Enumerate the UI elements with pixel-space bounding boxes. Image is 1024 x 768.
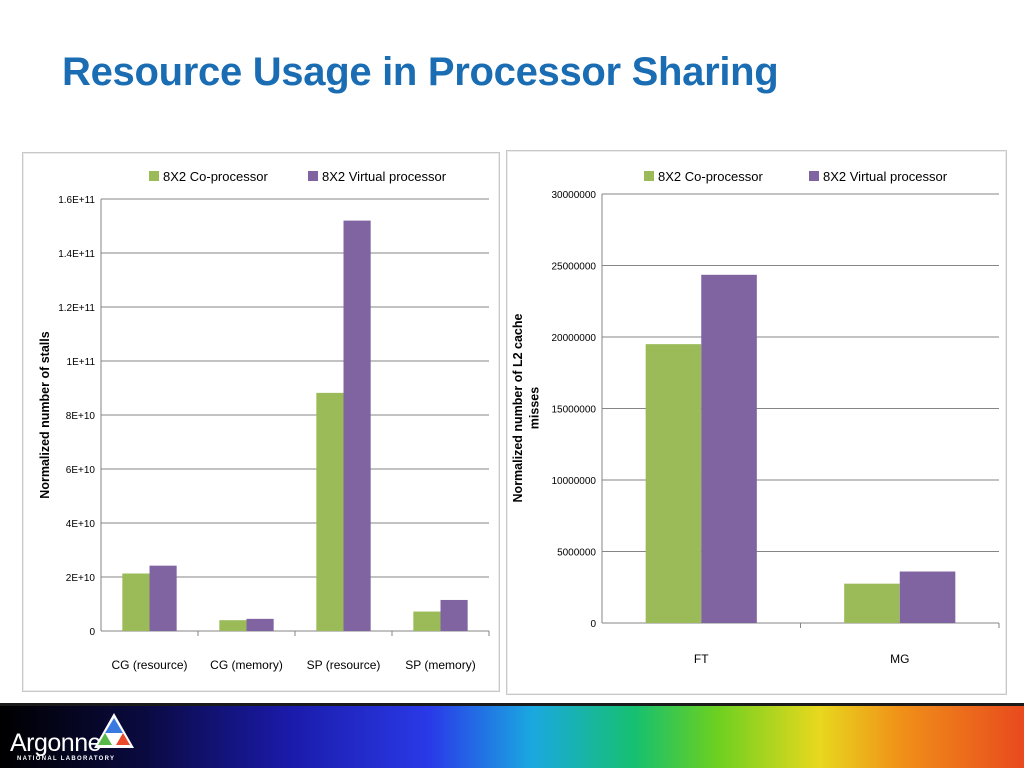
bar-8x2-co-processor-sp-memory xyxy=(413,611,441,631)
bar-8x2-co-processor-sp-resource xyxy=(316,392,344,631)
legend-label: 8X2 Virtual processor xyxy=(322,169,447,184)
bar-8x2-co-processor-cg-memory xyxy=(219,620,247,631)
argonne-logo-subtext: NATIONAL LABORATORY xyxy=(17,756,116,762)
legend-swatch-8x2-virtual-processor xyxy=(308,171,318,181)
bar-8x2-virtual-processor-sp-resource xyxy=(343,220,371,631)
bar-8x2-virtual-processor-cg-resource xyxy=(149,565,177,631)
argonne-triangle-logo-icon xyxy=(94,713,134,748)
bar-8x2-virtual-processor-sp-memory xyxy=(440,599,468,631)
slide-title: Resource Usage in Processor Sharing xyxy=(62,50,779,94)
y-tick-label: 1.6E+11 xyxy=(58,195,95,206)
bar-8x2-virtual-processor-cg-memory xyxy=(246,618,274,631)
y-tick-label: 15000000 xyxy=(552,405,597,416)
bar-8x2-virtual-processor-ft xyxy=(701,274,757,623)
y-tick-label: 5000000 xyxy=(557,548,596,559)
y-tick-label: 0 xyxy=(590,619,596,630)
x-category-label: CG (resource) xyxy=(111,658,187,672)
l2-cache-misses-chart: 0 5000000 10000000 15000000 20000000 25000000… xyxy=(511,169,1000,666)
y-tick-label: 2E+10 xyxy=(66,573,96,584)
y-tick-label: 1.2E+11 xyxy=(58,303,95,314)
stalls-chart: 0 2E+10 4E+10 6E+10 8E+10 1E+11 1.2E+11 1.4E+11… xyxy=(38,169,490,672)
l2-cache-chart-panel: 0 5000000 10000000 15000000 20000000 25000000… xyxy=(506,150,1007,695)
x-category-label: FT xyxy=(694,652,709,666)
y-axis-title: Normalized number of L2 cache xyxy=(511,313,525,502)
y-tick-label: 1.4E+11 xyxy=(58,249,95,260)
y-tick-label: 6E+10 xyxy=(66,465,96,476)
legend-swatch-8x2-virtual-processor xyxy=(809,171,819,181)
stalls-chart-panel: 0 2E+10 4E+10 6E+10 8E+10 1E+11 1.2E+11 1.4E+11… xyxy=(22,152,500,692)
legend-label: 8X2 Virtual processor xyxy=(823,169,948,184)
footer-divider xyxy=(0,703,1024,706)
argonne-logo-text: Argonne xyxy=(10,729,102,757)
legend-label: 8X2 Co-processor xyxy=(163,169,268,184)
legend-swatch-8x2-co-processor xyxy=(149,171,159,181)
legend-label: 8X2 Co-processor xyxy=(658,169,763,184)
y-tick-label: 30000000 xyxy=(552,190,597,201)
bar-8x2-virtual-processor-mg xyxy=(899,571,956,623)
y-axis-title: misses xyxy=(528,387,542,429)
x-category-label: CG (memory) xyxy=(210,658,283,672)
legend-swatch-8x2-co-processor xyxy=(644,171,654,181)
y-tick-label: 20000000 xyxy=(552,333,597,344)
y-tick-label: 1E+11 xyxy=(67,357,96,368)
bar-8x2-co-processor-ft xyxy=(645,344,702,623)
y-tick-label: 0 xyxy=(89,627,95,638)
bar-8x2-co-processor-mg xyxy=(844,583,900,623)
y-tick-label: 25000000 xyxy=(552,262,597,273)
y-tick-label: 4E+10 xyxy=(66,519,96,530)
x-category-label: SP (memory) xyxy=(405,658,475,672)
y-tick-label: 10000000 xyxy=(552,476,597,487)
y-axis-title: Normalized number of stalls xyxy=(38,331,52,498)
footer-bar: Argonne NATIONAL LABORATORY xyxy=(0,703,1024,768)
bar-8x2-co-processor-cg-resource xyxy=(122,573,150,631)
y-tick-label: 8E+10 xyxy=(66,411,96,422)
x-category-label: SP (resource) xyxy=(307,658,381,672)
x-category-label: MG xyxy=(890,652,909,666)
